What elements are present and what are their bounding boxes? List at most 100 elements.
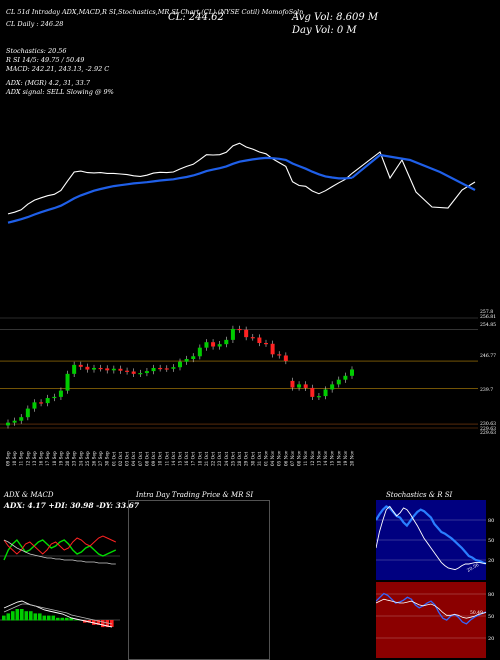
chart-header-line1: CL 51d Intraday ADX,MACD,R SI,Stochastic…: [6, 8, 304, 16]
macd-histogram-bar: [24, 611, 29, 621]
candle-body: [98, 367, 103, 370]
adx-panel-bg: [0, 500, 122, 660]
intraday-panel: [128, 500, 270, 660]
stochastics-readout: Stochastics: 20.56: [6, 47, 67, 55]
rsi-axis-label: 20: [488, 636, 494, 642]
date-label: 10 Sep: [12, 451, 17, 466]
date-label: 17 Oct: [191, 452, 196, 466]
ema-line: [7, 156, 353, 224]
date-label: 07 Oct: [138, 452, 143, 466]
candle-body: [257, 337, 262, 343]
date-label: 28 Oct: [237, 452, 242, 466]
date-label: 07 Nov: [290, 450, 295, 466]
candle-body: [25, 408, 30, 418]
candle-body: [171, 367, 176, 369]
price-axis-label: 246.77: [480, 353, 496, 359]
date-label: 30 Sep: [105, 451, 110, 466]
candle-body: [230, 328, 235, 340]
date-label: 12 Sep: [25, 451, 30, 466]
candle-body: [244, 329, 249, 338]
price-axis-label: 254.85: [480, 322, 496, 328]
date-label: 25 Sep: [85, 451, 90, 466]
rsi-bg: [376, 582, 486, 658]
macd-histogram-bar: [74, 620, 78, 621]
date-label: 18 Nov: [336, 450, 341, 466]
date-label: 26 Sep: [92, 451, 97, 466]
candle-body: [105, 368, 110, 371]
macd-histogram-bar: [105, 620, 110, 628]
macd-line: [3, 600, 113, 628]
date-label: 24 Oct: [224, 452, 229, 466]
candle-body: [178, 361, 182, 368]
candle-body: [151, 367, 156, 372]
macd-histogram-bar: [11, 611, 15, 621]
date-label: 01 Oct: [111, 452, 116, 466]
date-label: 16 Sep: [39, 451, 44, 466]
date-label: 27 Sep: [98, 451, 103, 466]
price-axis-label: 229.63: [480, 430, 496, 436]
macd-histogram-bar: [110, 620, 114, 627]
stochastics-d-line: [376, 505, 487, 571]
main-price-chart: 257.8256.81254.85246.77239.7230.63229.63…: [0, 142, 496, 466]
candle-body: [32, 402, 37, 409]
date-label: 31 Oct: [257, 452, 262, 466]
rsi-axis-label: 50: [488, 614, 494, 620]
candle-body: [336, 379, 341, 385]
date-label: 25 Oct: [230, 452, 235, 466]
candle-body: [92, 367, 96, 370]
date-label: 30 Oct: [250, 452, 255, 466]
macd-histogram-bar: [101, 620, 105, 628]
date-label: 11 Nov: [303, 450, 308, 466]
candle-body: [78, 364, 83, 367]
rsi-signal-line: [376, 598, 487, 619]
adx-values-label: ADX: 4.17 +DI: 30.98 -DY: 33.67: [4, 501, 140, 510]
date-label: 21 Oct: [204, 452, 209, 466]
candle-body: [19, 417, 24, 421]
date-label: 11 Oct: [164, 452, 169, 466]
day-volume-label: Day Vol: 0 M: [292, 25, 357, 36]
date-label: 20 Sep: [65, 451, 70, 466]
rsi-value-label: 50.49: [470, 610, 483, 616]
candle-body: [204, 342, 209, 348]
candle-body: [197, 347, 202, 357]
date-label: 22 Oct: [211, 452, 216, 466]
candle-body: [310, 387, 315, 397]
candle-body: [131, 371, 136, 374]
candle-body: [39, 402, 44, 404]
candle-body: [316, 396, 321, 398]
date-label: 01 Nov: [264, 450, 269, 466]
date-label: 19 Sep: [58, 451, 63, 466]
date-label: 08 Nov: [297, 450, 302, 466]
date-label: 23 Oct: [217, 452, 222, 466]
rsi-axis-label: 80: [488, 592, 494, 598]
avg-volume-label: Avg Vol: 8.609 M: [292, 12, 379, 23]
candle-body: [237, 328, 242, 331]
candle-body: [138, 373, 143, 375]
date-label: 04 Oct: [131, 452, 136, 466]
date-label: 11 Sep: [19, 451, 24, 466]
date-label: 09 Oct: [151, 452, 156, 466]
price-axis-label: 257.8: [480, 309, 493, 315]
di-minus-line: [3, 535, 117, 555]
macd-histogram-bar: [15, 609, 20, 621]
candle-body: [350, 369, 354, 376]
date-label: 10 Oct: [158, 452, 163, 466]
candle-body: [283, 355, 288, 361]
date-label: 03 Oct: [125, 452, 130, 466]
macd-histogram-bar: [2, 615, 6, 621]
candle-body: [125, 370, 130, 372]
stoch-rsi-title: Stochastics & R SI: [386, 491, 453, 499]
macd-histogram-bar: [33, 613, 38, 621]
stochastics-value-label: 20.56: [466, 562, 480, 574]
macd-histogram-bar: [51, 615, 56, 621]
candle-body: [58, 390, 63, 397]
date-label: 20 Nov: [350, 450, 355, 466]
date-label: 08 Oct: [144, 452, 149, 466]
candle-body: [303, 384, 308, 388]
date-label: 12 Nov: [310, 450, 315, 466]
candle-body: [211, 342, 216, 347]
candle-body: [164, 368, 169, 370]
adx-macd-title: ADX & MACD: [4, 491, 54, 499]
stochastics-axis-label: 80: [488, 518, 494, 524]
candle-body: [323, 389, 328, 397]
